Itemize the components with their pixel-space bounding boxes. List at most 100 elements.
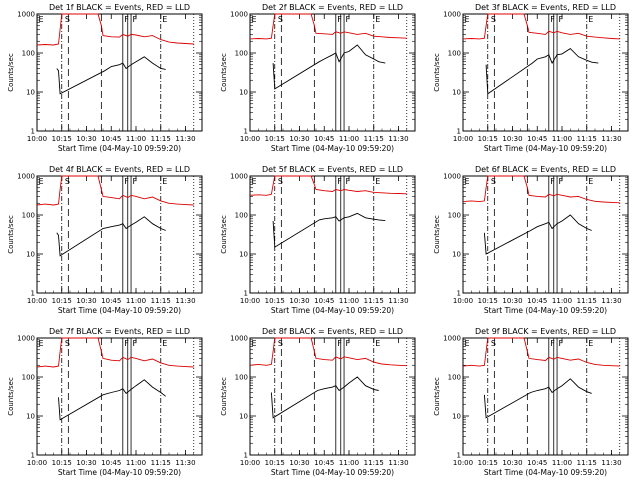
- event-mark-f: F: [346, 177, 351, 186]
- x-tick-label: 11:00: [339, 135, 359, 143]
- series-events: [485, 48, 599, 95]
- x-tick-label: 11:30: [601, 135, 621, 143]
- event-mark-f: F: [559, 177, 564, 186]
- x-tick-label: 11:15: [151, 135, 171, 143]
- x-tick-label: 10:30: [289, 135, 309, 143]
- x-tick-label: 10:45: [527, 459, 547, 467]
- x-tick-label: 10:00: [240, 135, 260, 143]
- event-mark-e: E: [375, 177, 380, 186]
- x-tick-label: 10:30: [502, 459, 522, 467]
- y-tick-label: 100: [22, 212, 35, 220]
- panel-2: Det 2f BLACK = Events, RED = LLD 1 10 100 10…: [220, 3, 416, 153]
- x-tick-label: 10:15: [265, 459, 285, 467]
- y-tick-label: 100: [235, 212, 248, 220]
- series-events: [56, 56, 166, 95]
- x-tick-label: 10:15: [478, 459, 498, 467]
- x-tick-label: 11:00: [552, 459, 572, 467]
- y-tick-label: 1: [31, 290, 35, 298]
- y-tick-label: 1000: [443, 11, 461, 19]
- x-tick-label: 11:00: [126, 459, 146, 467]
- y-tick-label: 1: [457, 128, 461, 136]
- x-tick-label: 11:15: [577, 297, 597, 305]
- panel-title: Det 4f BLACK = Events, RED = LLD: [49, 165, 190, 174]
- y-tick-label: 100: [235, 374, 248, 382]
- series-events: [272, 212, 386, 248]
- y-axis-label: Counts/sec: [7, 215, 15, 254]
- y-tick-label: 100: [448, 212, 461, 220]
- x-tick-label: 10:15: [478, 297, 498, 305]
- y-tick-label: 10: [239, 251, 248, 259]
- x-axis-label: Start Time (04-May-10 09:59:20): [58, 468, 181, 477]
- x-tick-label: 11:00: [552, 135, 572, 143]
- x-tick-label: 10:30: [502, 297, 522, 305]
- x-tick-label: 11:00: [126, 297, 146, 305]
- event-mark-f: F: [124, 15, 129, 24]
- panel-title: Det 1f BLACK = Events, RED = LLD: [49, 3, 190, 12]
- x-tick-label: 10:00: [240, 459, 260, 467]
- x-tick-label: 10:30: [289, 459, 309, 467]
- x-tick-label: 10:45: [101, 297, 121, 305]
- series-lld: [249, 337, 407, 367]
- panel-8: Det 8f BLACK = Events, RED = LLD 1 10 100 10…: [220, 327, 416, 477]
- event-mark-f: F: [559, 15, 564, 24]
- x-tick-label: 10:00: [27, 297, 47, 305]
- event-mark-e: E: [252, 177, 257, 186]
- x-tick-label: 11:00: [552, 297, 572, 305]
- y-axis-label: Counts/sec: [433, 53, 441, 92]
- y-tick-label: 100: [448, 50, 461, 58]
- x-tick-label: 10:00: [240, 297, 260, 305]
- series-lld: [249, 13, 407, 40]
- x-axis-label: Start Time (04-May-10 09:59:20): [484, 306, 607, 315]
- panel-title: Det 2f BLACK = Events, RED = LLD: [262, 3, 403, 12]
- y-axis-label: Counts/sec: [433, 377, 441, 416]
- event-mark-e: E: [465, 339, 470, 348]
- event-mark-e: E: [162, 15, 167, 24]
- event-mark-e: E: [39, 339, 44, 348]
- event-mark-s: S: [65, 15, 70, 24]
- x-tick-label: 10:45: [527, 297, 547, 305]
- x-tick-label: 10:15: [52, 135, 72, 143]
- event-mark-f: F: [133, 15, 138, 24]
- x-tick-label: 10:00: [27, 459, 47, 467]
- x-tick-label: 10:15: [265, 297, 285, 305]
- event-mark-f: F: [337, 177, 342, 186]
- panel-5: Det 5f BLACK = Events, RED = LLD 1 10 100 10…: [220, 165, 416, 315]
- x-tick-label: 11:30: [601, 297, 621, 305]
- y-tick-label: 1: [457, 452, 461, 460]
- event-mark-f: F: [124, 177, 129, 186]
- y-tick-label: 1: [244, 128, 248, 136]
- y-tick-label: 10: [26, 251, 35, 259]
- x-tick-label: 10:30: [502, 135, 522, 143]
- series-lld: [36, 13, 194, 46]
- event-mark-s: S: [65, 177, 70, 186]
- x-tick-label: 11:00: [339, 297, 359, 305]
- series-events: [272, 44, 386, 90]
- event-mark-f: F: [346, 339, 351, 348]
- x-tick-label: 10:30: [76, 135, 96, 143]
- x-tick-label: 11:30: [601, 459, 621, 467]
- x-tick-label: 11:15: [151, 459, 171, 467]
- event-mark-f: F: [346, 15, 351, 24]
- x-tick-label: 10:00: [27, 135, 47, 143]
- event-mark-f: F: [550, 177, 555, 186]
- x-axis-label: Start Time (04-May-10 09:59:20): [58, 144, 181, 153]
- x-axis-label: Start Time (04-May-10 09:59:20): [271, 468, 394, 477]
- x-tick-label: 10:45: [101, 459, 121, 467]
- x-axis-label: Start Time (04-May-10 09:59:20): [58, 306, 181, 315]
- series-events: [483, 378, 592, 419]
- event-mark-f: F: [133, 177, 138, 186]
- event-mark-f: F: [550, 15, 555, 24]
- series-lld: [36, 337, 194, 368]
- series-events: [483, 214, 592, 255]
- event-mark-e: E: [588, 177, 593, 186]
- x-tick-label: 10:30: [289, 297, 309, 305]
- y-tick-label: 10: [452, 251, 461, 259]
- y-tick-label: 1: [457, 290, 461, 298]
- event-mark-e: E: [375, 15, 380, 24]
- x-tick-label: 10:15: [52, 297, 72, 305]
- x-tick-label: 10:45: [101, 135, 121, 143]
- y-tick-label: 100: [235, 50, 248, 58]
- event-mark-f: F: [337, 15, 342, 24]
- y-tick-label: 10: [26, 413, 35, 421]
- event-mark-s: S: [491, 339, 496, 348]
